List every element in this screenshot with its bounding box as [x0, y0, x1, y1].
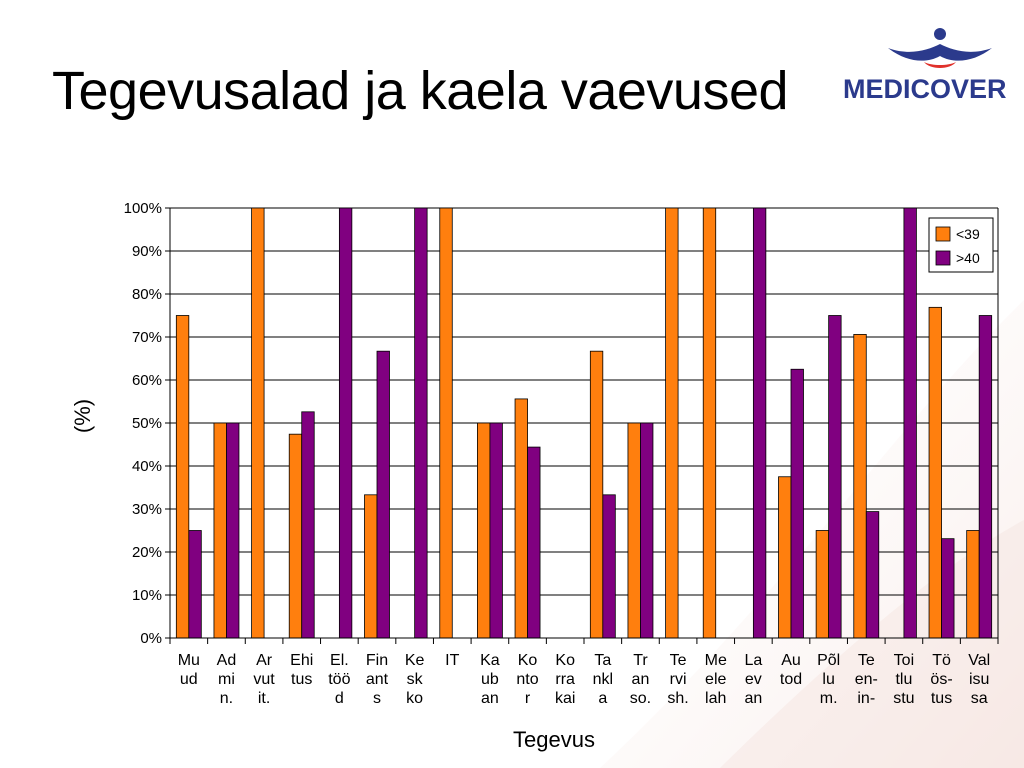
- bar-over-40: [301, 411, 315, 639]
- slide-title: Tegevusalad ja kaela vaevused: [52, 61, 789, 121]
- legend-swatch: [935, 250, 951, 266]
- x-category-label: Ke sk ko: [405, 652, 425, 707]
- bar-over-40: [865, 511, 880, 639]
- y-tick-label: 70%: [132, 329, 162, 346]
- x-category-label: Ko rra kai: [555, 652, 575, 707]
- y-tick-label: 50%: [132, 415, 162, 432]
- bar-over-40: [489, 422, 503, 639]
- bar-under-39: [439, 207, 453, 639]
- x-category-label: Põl lu m.: [817, 652, 840, 707]
- x-category-label: Me ele lah: [705, 652, 727, 707]
- bar-under-39: [778, 476, 792, 639]
- bar-over-40: [941, 538, 955, 639]
- bar-under-39: [665, 207, 679, 639]
- x-category-label: Ta nkl a: [593, 652, 613, 707]
- bar-under-39: [288, 433, 303, 639]
- bar-under-39: [815, 530, 830, 639]
- bar-over-40: [828, 315, 842, 639]
- y-tick-label: 40%: [132, 458, 162, 475]
- legend-label: <39: [956, 226, 980, 242]
- bar-over-40: [338, 207, 353, 639]
- x-category-label: Tr an so.: [630, 652, 651, 707]
- bar-under-39: [251, 207, 265, 639]
- bar-under-39: [213, 422, 227, 639]
- x-category-label: Ehi tus: [290, 652, 313, 688]
- bar-under-39: [853, 334, 867, 639]
- x-category-label: Ad mi n.: [217, 652, 237, 707]
- y-tick-label: 30%: [132, 501, 162, 518]
- y-tick-label: 20%: [132, 544, 162, 561]
- x-category-label: Val isu sa: [968, 652, 990, 707]
- bar-over-40: [188, 530, 202, 639]
- x-category-label: Mu ud: [178, 652, 200, 688]
- bar-over-40: [978, 315, 993, 639]
- bar-under-39: [364, 494, 378, 639]
- bar-over-40: [640, 422, 654, 639]
- bar-under-39: [175, 315, 190, 639]
- x-category-label: Ka ub an: [480, 652, 500, 707]
- y-tick-label: 80%: [132, 286, 162, 303]
- x-category-labels: Mu ud Ad mi n. Ar vut it. Ehi tus El. töö d Fin ant s Ke…: [178, 652, 990, 707]
- y-tick-label: 0%: [140, 630, 162, 647]
- bar-under-39: [928, 306, 942, 639]
- x-category-label: Au tod: [780, 652, 802, 688]
- y-axis-title: (%): [70, 399, 95, 433]
- medicover-logo-icon: [888, 28, 992, 68]
- axes: [169, 208, 999, 644]
- logo-text: MEDICOVER: [843, 74, 1007, 104]
- y-tick-label: 100%: [124, 200, 162, 217]
- bar-under-39: [702, 207, 717, 639]
- bar-over-40: [752, 207, 767, 639]
- x-category-label: El. töö d: [328, 652, 350, 707]
- bar-under-39: [589, 350, 604, 639]
- y-tick-label: 90%: [132, 243, 162, 260]
- bar-over-40: [790, 368, 804, 639]
- x-category-label: Toi tlu stu: [893, 652, 914, 707]
- x-category-label: IT: [445, 652, 459, 669]
- x-category-label: Fin ant s: [366, 652, 389, 707]
- x-category-label: La ev an: [744, 652, 762, 707]
- bar-under-39: [514, 398, 528, 639]
- legend: <39 >40: [928, 217, 994, 273]
- bar-under-39: [966, 530, 980, 639]
- bar-under-39: [627, 422, 641, 639]
- x-category-label: Tö ös-tus: [930, 652, 952, 707]
- y-tick-label: 10%: [132, 587, 162, 604]
- y-tick-labels: 0% 10% 20% 30% 40% 50% 60% 70% 80% 90% 100%: [124, 200, 162, 647]
- bar-under-39: [477, 422, 491, 639]
- legend-label: >40: [956, 250, 980, 266]
- bar-over-40: [903, 207, 917, 639]
- bar-over-40: [226, 422, 240, 639]
- x-category-label: Ar vut it.: [253, 652, 275, 707]
- x-axis-title: Tegevus: [513, 727, 595, 752]
- bar-over-40: [414, 207, 428, 639]
- y-tick-label: 60%: [132, 372, 162, 389]
- legend-swatch: [935, 226, 951, 242]
- bars: [175, 207, 993, 639]
- x-category-label: Te rvi sh.: [667, 652, 688, 707]
- bar-over-40: [602, 494, 616, 639]
- bar-over-40: [527, 446, 541, 639]
- bar-over-40: [376, 350, 390, 639]
- x-category-label: Te en-in-: [855, 652, 878, 707]
- x-category-label: Ko nto r: [516, 652, 538, 707]
